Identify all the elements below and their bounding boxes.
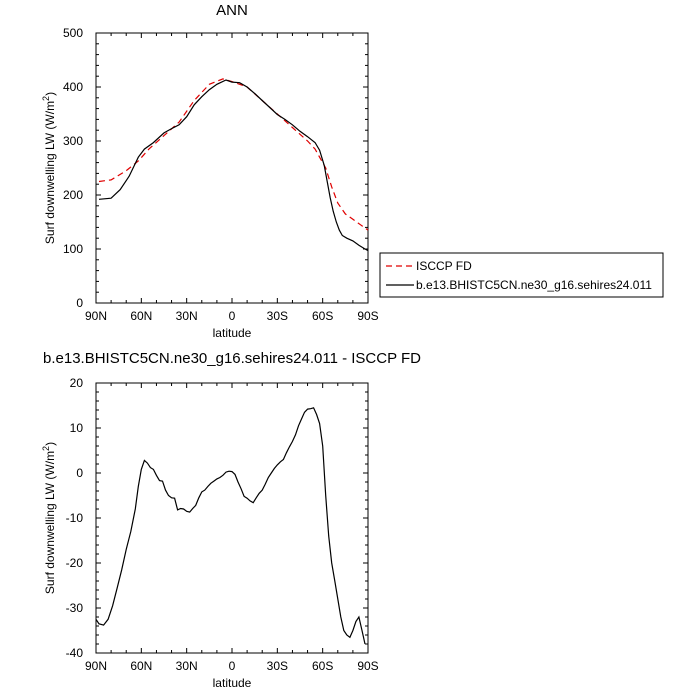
- chart-title: ANN: [216, 2, 248, 19]
- legend-label-1: ISCCP FD: [416, 259, 472, 273]
- x-tick-label: 90S: [357, 309, 378, 323]
- x-tick-label: 60S: [312, 309, 333, 323]
- x-tick-label: 60S: [312, 659, 333, 673]
- x-tick-label: 30S: [267, 659, 288, 673]
- y-tick-label: 0: [76, 296, 83, 310]
- y-tick-label: -20: [66, 556, 84, 570]
- legend-box: [379, 252, 664, 298]
- chart-title: b.e13.BHISTC5CN.ne30_g16.sehires24.011 -…: [43, 350, 421, 367]
- y-tick-label: 0: [76, 466, 83, 480]
- x-tick-label: 30S: [267, 309, 288, 323]
- legend-label-2: b.e13.BHISTC5CN.ne30_g16.sehires24.011: [416, 278, 652, 292]
- y-tick-label: 500: [63, 26, 83, 40]
- series-line-1: [95, 407, 366, 645]
- x-tick-label: 0: [229, 659, 236, 673]
- x-tick-label: 90S: [357, 659, 378, 673]
- y-tick-label: -30: [66, 601, 84, 615]
- x-tick-label: 90N: [85, 309, 107, 323]
- y-tick-label: 200: [63, 188, 83, 202]
- x-tick-label: 60N: [130, 309, 152, 323]
- panel-1: ANN 90N 60N 30N 0 30S 60S 90S 0 100 200 300 400 500 la…: [41, 2, 379, 340]
- legend: ISCCP FD b.e13.BHISTC5CN.ne30_g16.sehires…: [379, 252, 664, 298]
- x-axis-label: latitude: [213, 326, 252, 340]
- y-tick-label: 100: [63, 242, 83, 256]
- y-axis-label: Surf downwelling LW (W/m2): [41, 92, 57, 244]
- x-tick-label: 90N: [85, 659, 107, 673]
- series-line-2: [98, 79, 369, 252]
- y-axis-label: Surf downwelling LW (W/m2): [41, 442, 57, 594]
- y-tick-label: 400: [63, 80, 83, 94]
- y-tick-label: -40: [66, 646, 84, 660]
- y-tick-label: -10: [66, 511, 84, 525]
- x-axis-label: latitude: [213, 676, 252, 690]
- plot-frame: [95, 32, 369, 304]
- y-tick-label: 20: [70, 376, 84, 390]
- y-tick-label: 10: [70, 421, 84, 435]
- series-line-1: [98, 78, 369, 231]
- x-tick-label: 0: [229, 309, 236, 323]
- y-tick-label: 300: [63, 134, 83, 148]
- x-tick-label: 30N: [176, 309, 198, 323]
- x-tick-label: 60N: [130, 659, 152, 673]
- panel-2: b.e13.BHISTC5CN.ne30_g16.sehires24.011 -…: [41, 350, 421, 690]
- x-tick-label: 30N: [176, 659, 198, 673]
